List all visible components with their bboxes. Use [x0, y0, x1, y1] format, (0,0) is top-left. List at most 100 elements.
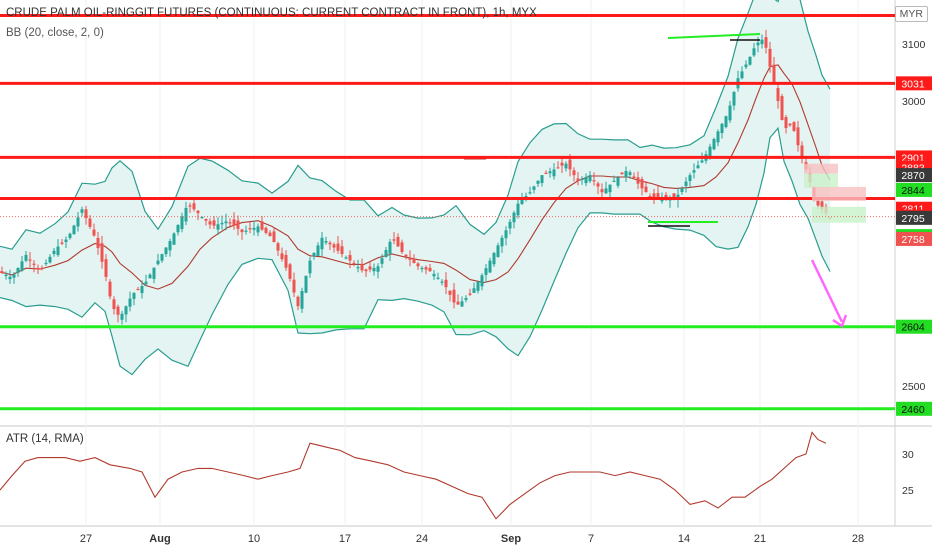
candle-body — [152, 267, 156, 279]
price-label: 2758 — [901, 234, 925, 246]
candle-body — [508, 221, 512, 229]
candle-body — [500, 237, 504, 247]
candle-body — [120, 313, 124, 320]
candle-body — [504, 230, 508, 239]
candle-body — [80, 209, 84, 213]
candle-body — [116, 306, 120, 315]
candle-body — [344, 257, 348, 259]
candle-body — [132, 293, 136, 299]
candle-body — [96, 237, 100, 249]
candle-body — [308, 260, 312, 274]
candle-body — [680, 188, 684, 192]
candle-body — [436, 277, 440, 279]
currency-badge[interactable]: MYR — [894, 6, 928, 22]
candle-body — [764, 37, 768, 48]
candle-body — [408, 258, 412, 260]
candle-body — [324, 241, 328, 243]
atr-line — [0, 431, 827, 520]
bollinger-band-fill — [0, 0, 830, 375]
candle-body — [272, 231, 276, 243]
candle-body — [28, 259, 32, 261]
candle-body — [180, 216, 184, 229]
candle-body — [200, 216, 204, 219]
candle-body — [64, 239, 68, 243]
candle-body — [544, 172, 548, 174]
candle-body — [356, 267, 360, 269]
bollinger-legend: BB (20, close, 2, 0) — [6, 27, 104, 39]
candle-body — [0, 271, 4, 273]
candle-body — [556, 167, 560, 169]
candle-body — [820, 201, 824, 210]
candle-body — [784, 117, 788, 129]
time-label: 10 — [248, 533, 260, 545]
candle-body — [724, 116, 728, 128]
candle-body — [520, 199, 524, 205]
candle-body — [276, 243, 280, 251]
price-tick: 2500 — [902, 381, 926, 393]
time-label: 28 — [852, 533, 864, 545]
atr-tick: 30 — [902, 449, 914, 461]
price-label-bg — [896, 168, 932, 183]
candle-body — [740, 71, 744, 79]
candle-body — [76, 217, 80, 227]
candle-body — [484, 268, 488, 275]
candle-body — [792, 122, 796, 131]
candle-body — [228, 222, 232, 224]
candle-body — [316, 245, 320, 256]
candle-body — [540, 175, 544, 184]
candle-body — [476, 281, 480, 291]
candle-body — [560, 162, 564, 166]
candle-body — [384, 250, 388, 258]
bollinger-lower-band — [0, 126, 831, 376]
price-label: 2870 — [901, 170, 925, 182]
candle-body — [720, 123, 724, 134]
candle-body — [796, 127, 800, 146]
projection-arrow — [810, 259, 844, 323]
candle-body — [304, 275, 308, 293]
candle-body — [84, 209, 88, 219]
candle-body — [224, 221, 228, 224]
candle-body — [516, 203, 520, 216]
candle-body — [456, 301, 460, 305]
price-tick: 3000 — [902, 96, 926, 108]
candle-body — [448, 290, 452, 295]
candle-body — [48, 256, 52, 263]
candle-body — [640, 179, 644, 189]
price-label: 3031 — [901, 78, 925, 90]
candle-body — [748, 56, 752, 65]
short-target-zone — [812, 206, 866, 223]
candle-body — [780, 96, 784, 120]
candle-body — [380, 258, 384, 264]
candle-body — [192, 203, 196, 210]
candle-body — [776, 88, 780, 101]
candle-body — [360, 264, 364, 271]
time-label: 17 — [339, 533, 351, 545]
candle-body — [184, 207, 188, 222]
candle-body — [752, 48, 756, 56]
candle-body — [496, 245, 500, 257]
atr-legend: ATR (14, RMA) — [6, 433, 84, 445]
bollinger-basis — [0, 64, 831, 290]
price-label: 2795 — [901, 213, 925, 225]
candle-body — [236, 220, 240, 229]
chart-title: CRUDE PALM OIL-RINGGIT FUTURES (CONTINUO… — [6, 7, 537, 19]
candle-body — [216, 224, 220, 230]
candle-body — [204, 218, 208, 221]
candle-body — [340, 246, 344, 255]
candle-body — [416, 263, 420, 267]
price-label: 2604 — [901, 322, 925, 334]
candle-body — [72, 225, 76, 235]
candle-body — [420, 267, 424, 270]
price-label-bg — [896, 210, 932, 225]
candle-body — [656, 193, 660, 198]
candle-body — [552, 169, 556, 177]
candle-body — [256, 226, 260, 233]
symbol-title: CRUDE PALM OIL-RINGGIT FUTURES (CONTINUO… — [6, 7, 537, 19]
candle-body — [328, 242, 332, 245]
candle-body — [816, 200, 820, 206]
candle-body — [280, 253, 284, 260]
candle-body — [716, 131, 720, 143]
candle-body — [104, 259, 108, 277]
candle-body — [584, 177, 588, 184]
